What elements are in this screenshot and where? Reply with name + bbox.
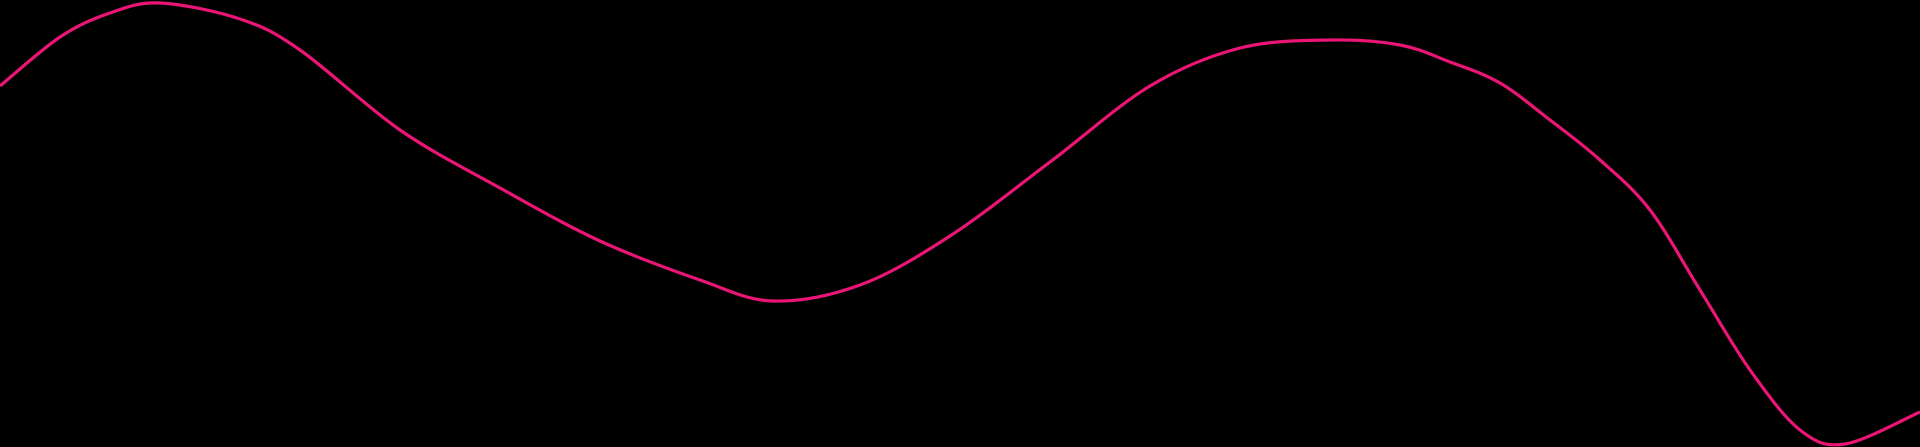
curve-line [0,1,1920,447]
chart-area [0,1,1920,447]
wave-line-chart [0,1,1920,447]
page-background: { "canvas": { "width": 1920, "height": 4… [0,0,1920,447]
